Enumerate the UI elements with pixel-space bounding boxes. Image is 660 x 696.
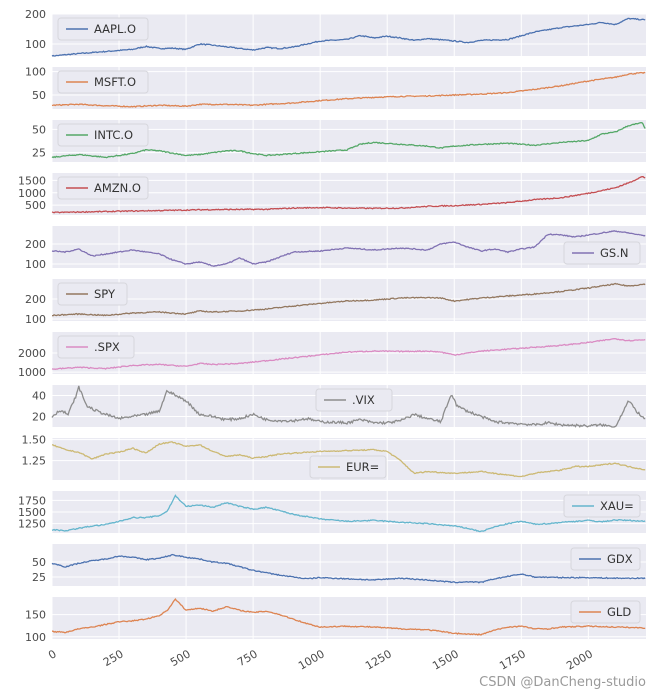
x-tick-label: 250 [101, 647, 126, 669]
legend-box [57, 176, 149, 200]
legend-label: XAU= [600, 499, 634, 513]
y-tick-label: 100 [25, 258, 46, 271]
subplot-background [52, 14, 646, 56]
legend-label: AMZN.O [94, 181, 141, 195]
series-line-spy [51, 282, 646, 317]
y-tick-label: 500 [25, 199, 46, 212]
subplot-background [52, 279, 646, 321]
legend-box [57, 17, 149, 41]
series-line-amzn-o [51, 176, 646, 214]
y-tick-label: 25 [32, 147, 46, 160]
series-line-xau- [51, 494, 646, 533]
y-tick-label: 1750 [18, 494, 46, 507]
y-tick-label: 25 [32, 571, 46, 584]
y-tick-label: 2000 [18, 347, 46, 360]
x-tick-label: 2000 [564, 647, 595, 672]
y-tick-label: 1000 [18, 187, 46, 200]
legend-box [57, 335, 135, 359]
y-tick-label: 1000 [18, 366, 46, 379]
y-tick-label: 100 [25, 631, 46, 644]
legend-box [57, 123, 149, 147]
legend-label: SPY [94, 287, 116, 301]
x-tick-label: 1750 [497, 647, 528, 672]
x-tick-label: 750 [235, 647, 260, 669]
series-line--spx [51, 337, 646, 370]
series-line--vix [51, 385, 646, 428]
legend-box [563, 494, 641, 518]
legend-label: MSFT.O [94, 75, 136, 89]
y-tick-label: 1250 [18, 518, 46, 531]
y-tick-label: 50 [32, 89, 46, 102]
y-tick-label: 100 [25, 313, 46, 326]
x-tick-label: 1250 [363, 647, 394, 672]
subplot-background [52, 120, 646, 162]
y-tick-label: 100 [25, 66, 46, 79]
legend-label: GS.N [600, 246, 628, 260]
y-tick-label: 100 [25, 38, 46, 51]
y-tick-label: 200 [25, 238, 46, 251]
x-tick-label: 0 [46, 647, 59, 662]
x-tick-label: 500 [168, 647, 193, 669]
series-line-intc-o [51, 121, 646, 159]
legend-label: .VIX [352, 393, 375, 407]
series-line-eur- [51, 441, 646, 478]
y-tick-label: 200 [25, 293, 46, 306]
legend-box [570, 600, 641, 624]
y-tick-label: 1.25 [22, 455, 47, 468]
series-line-gld [52, 598, 646, 636]
y-tick-label: 20 [32, 411, 46, 424]
legend-label: INTC.O [94, 128, 133, 142]
y-tick-label: 1.50 [22, 434, 47, 447]
legend-label: .SPX [94, 340, 120, 354]
series-line-gdx [51, 553, 646, 584]
legend-label: EUR= [346, 460, 379, 474]
y-tick-label: 150 [25, 609, 46, 622]
y-tick-label: 40 [32, 390, 46, 403]
legend-box [57, 282, 128, 306]
y-tick-label: 1500 [18, 174, 46, 187]
subplot-background [52, 597, 646, 639]
x-tick-label: 1500 [430, 647, 461, 672]
legend-box [57, 70, 149, 94]
y-tick-label: 50 [32, 556, 46, 569]
series-line-aapl-o [51, 17, 646, 57]
legend-label: GDX [607, 552, 633, 566]
y-tick-label: 50 [32, 123, 46, 136]
legend-label: GLD [607, 605, 631, 619]
legend-box [570, 547, 641, 571]
series-line-msft-o [51, 71, 646, 108]
legend-label: AAPL.O [94, 22, 136, 36]
y-tick-label: 200 [25, 8, 46, 21]
subplot-background [52, 226, 646, 268]
legend-box [309, 455, 387, 479]
legend-box [563, 241, 641, 265]
series-line-gs-n [51, 229, 646, 268]
watermark: CSDN @DanCheng-studio [479, 675, 646, 690]
x-tick-label: 1000 [296, 647, 327, 672]
y-tick-label: 1500 [18, 506, 46, 519]
legend-box [315, 388, 393, 412]
